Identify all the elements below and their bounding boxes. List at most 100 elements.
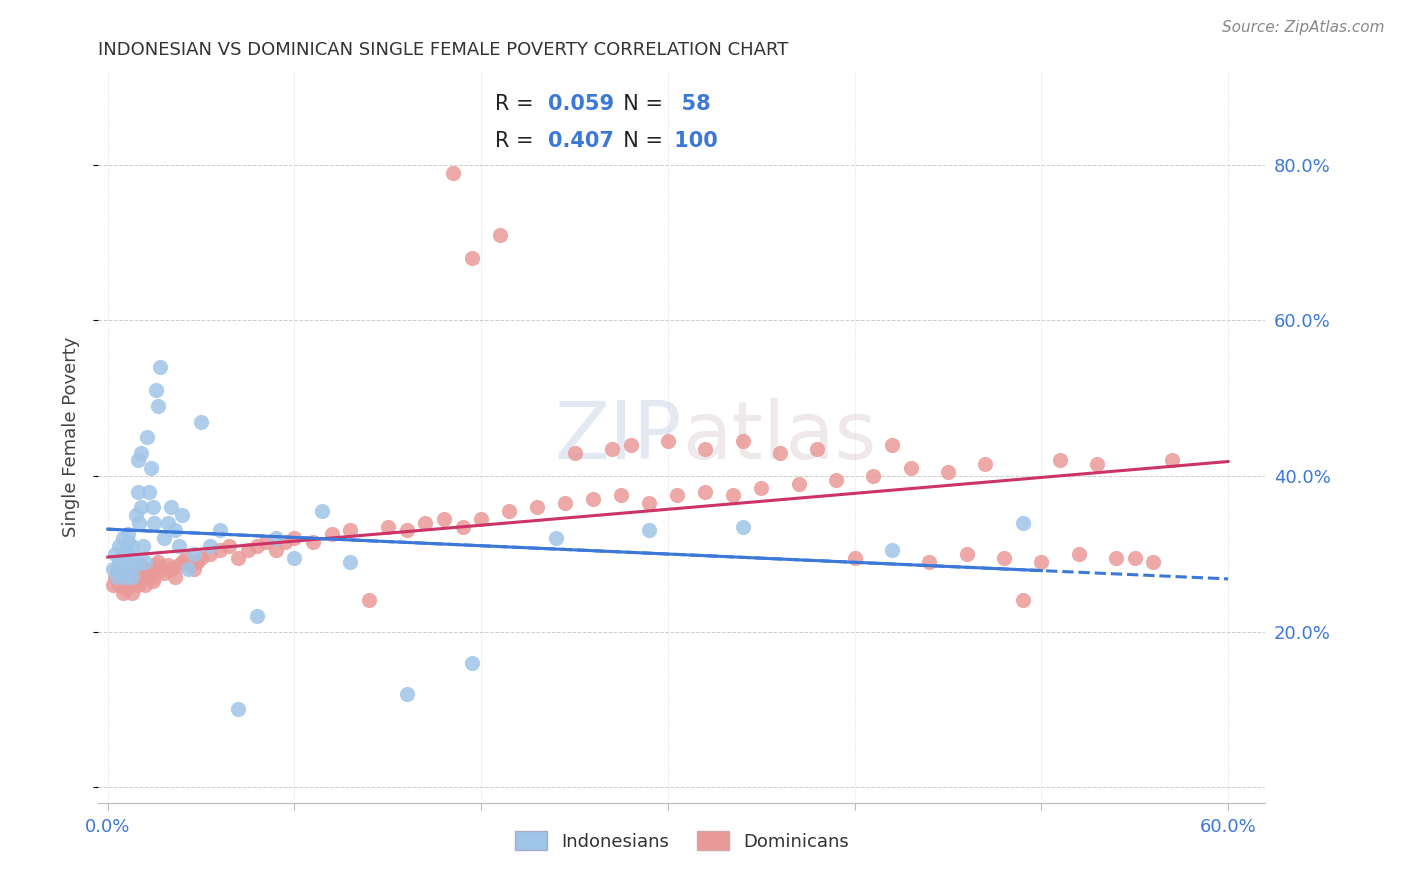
Point bbox=[132, 539, 155, 553]
Point bbox=[749, 481, 772, 495]
Point bbox=[139, 461, 162, 475]
Point bbox=[149, 359, 172, 374]
Point bbox=[1031, 555, 1053, 569]
Point bbox=[208, 542, 231, 557]
Point bbox=[108, 555, 131, 569]
Point bbox=[731, 434, 754, 448]
Point bbox=[489, 227, 512, 242]
Text: 100: 100 bbox=[666, 131, 717, 151]
Point bbox=[461, 251, 484, 265]
Point bbox=[152, 531, 174, 545]
Point bbox=[451, 519, 474, 533]
Point bbox=[377, 519, 399, 533]
Point bbox=[1011, 593, 1033, 607]
Point bbox=[264, 542, 287, 557]
Point bbox=[283, 531, 305, 545]
Point bbox=[638, 496, 661, 510]
Point bbox=[359, 593, 381, 607]
Point bbox=[695, 442, 717, 456]
Point bbox=[139, 562, 162, 576]
Point bbox=[114, 570, 136, 584]
Point bbox=[111, 531, 134, 545]
Point bbox=[339, 555, 361, 569]
Point bbox=[108, 578, 131, 592]
Point bbox=[131, 445, 153, 459]
Point bbox=[638, 524, 661, 538]
Point bbox=[695, 484, 717, 499]
Point bbox=[526, 500, 548, 515]
Point bbox=[844, 550, 866, 565]
Point bbox=[117, 578, 139, 592]
Point bbox=[208, 524, 231, 538]
Point bbox=[806, 442, 828, 456]
Point bbox=[149, 562, 172, 576]
Point bbox=[190, 550, 212, 565]
Point bbox=[145, 558, 167, 573]
Point bbox=[156, 516, 179, 530]
Point bbox=[1105, 550, 1128, 565]
Point bbox=[105, 562, 128, 576]
Point bbox=[160, 562, 183, 576]
Point bbox=[274, 535, 297, 549]
Point bbox=[131, 558, 153, 573]
Point bbox=[918, 555, 941, 569]
Point bbox=[183, 562, 205, 576]
Point bbox=[564, 445, 586, 459]
Point bbox=[657, 434, 679, 448]
Text: INDONESIAN VS DOMINICAN SINGLE FEMALE POVERTY CORRELATION CHART: INDONESIAN VS DOMINICAN SINGLE FEMALE PO… bbox=[98, 41, 789, 59]
Text: 0.407: 0.407 bbox=[548, 131, 613, 151]
Point bbox=[104, 570, 127, 584]
Point bbox=[117, 535, 139, 549]
Point bbox=[339, 524, 361, 538]
Point bbox=[110, 562, 132, 576]
Point bbox=[122, 574, 145, 588]
Point bbox=[142, 500, 165, 515]
Point bbox=[200, 547, 222, 561]
Point bbox=[163, 570, 186, 584]
Point bbox=[134, 578, 156, 592]
Point bbox=[136, 570, 159, 584]
Point bbox=[283, 550, 305, 565]
Point bbox=[142, 574, 165, 588]
Point bbox=[138, 566, 160, 581]
Point bbox=[103, 578, 125, 592]
Point bbox=[246, 539, 269, 553]
Text: ZIP: ZIP bbox=[554, 398, 682, 476]
Point bbox=[787, 476, 810, 491]
Point bbox=[167, 539, 190, 553]
Point bbox=[880, 542, 903, 557]
Point bbox=[413, 516, 436, 530]
Point bbox=[143, 516, 166, 530]
Text: 58: 58 bbox=[666, 95, 710, 114]
Point bbox=[731, 519, 754, 533]
Point bbox=[183, 547, 205, 561]
Point bbox=[441, 165, 464, 179]
Text: 0.059: 0.059 bbox=[548, 95, 614, 114]
Point bbox=[115, 542, 138, 557]
Point bbox=[190, 415, 212, 429]
Point bbox=[1085, 458, 1108, 472]
Point bbox=[498, 504, 520, 518]
Point bbox=[311, 504, 333, 518]
Text: Source: ZipAtlas.com: Source: ZipAtlas.com bbox=[1222, 20, 1385, 35]
Point bbox=[143, 570, 166, 584]
Point bbox=[186, 555, 208, 569]
Point bbox=[115, 582, 138, 596]
Point bbox=[246, 609, 269, 624]
Point bbox=[470, 512, 492, 526]
Point bbox=[228, 550, 250, 565]
Point bbox=[433, 512, 456, 526]
Point bbox=[666, 488, 689, 502]
Point bbox=[974, 458, 997, 472]
Point bbox=[1067, 547, 1090, 561]
Point bbox=[152, 566, 174, 581]
Point bbox=[146, 399, 169, 413]
Point bbox=[179, 558, 201, 573]
Point bbox=[395, 524, 418, 538]
Point bbox=[121, 539, 143, 553]
Point bbox=[110, 562, 132, 576]
Point bbox=[125, 570, 148, 584]
Point bbox=[956, 547, 979, 561]
Point bbox=[302, 535, 325, 549]
Point bbox=[110, 570, 132, 584]
